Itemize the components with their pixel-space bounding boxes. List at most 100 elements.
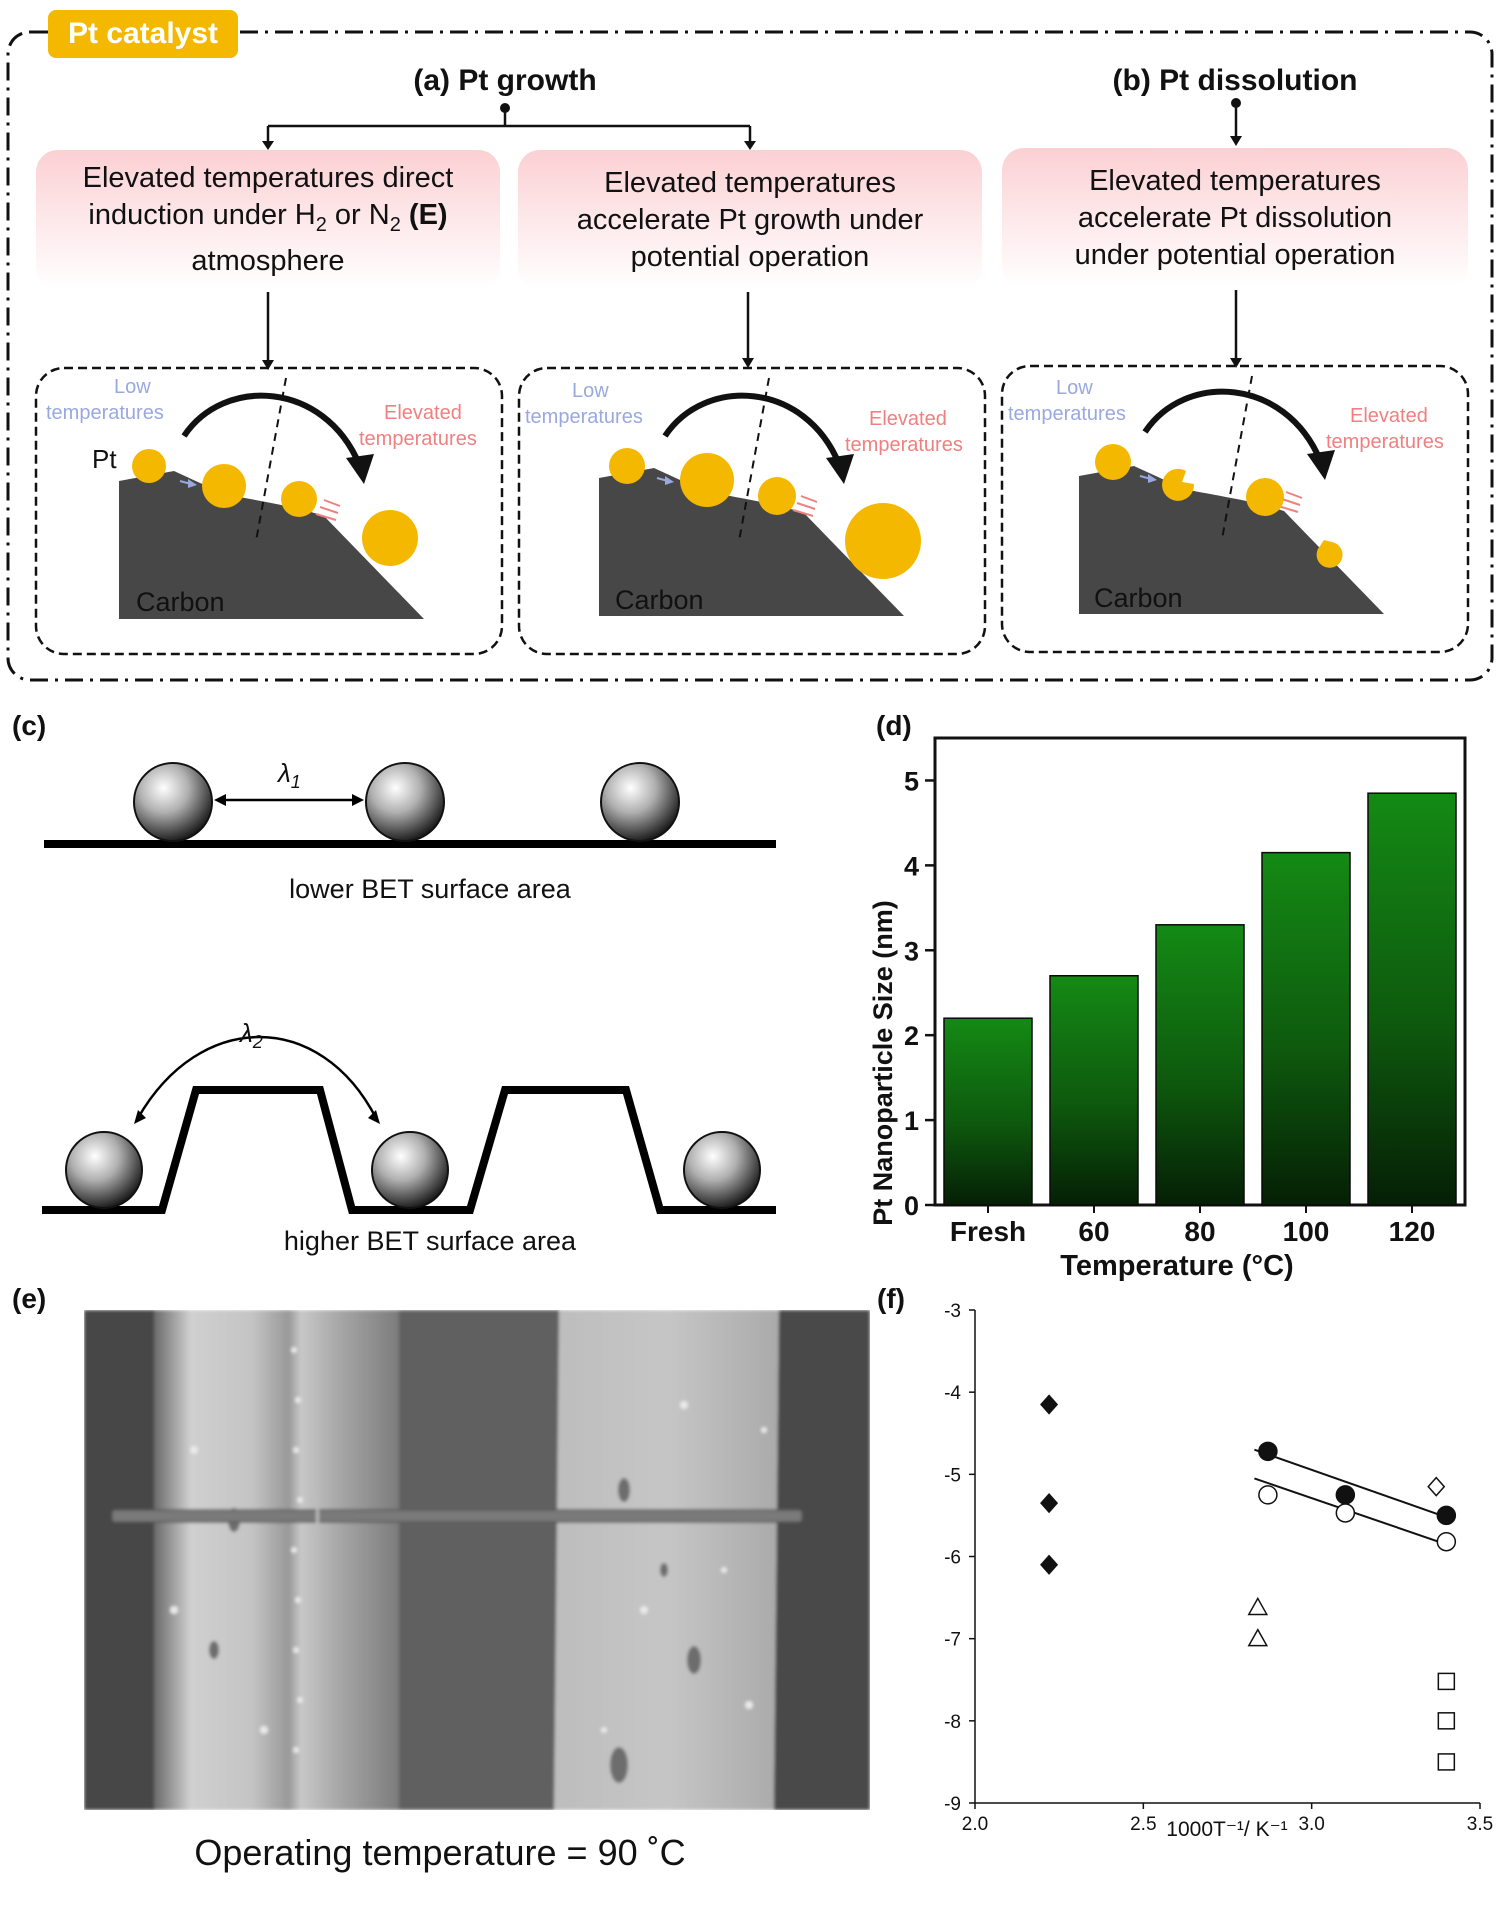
- carbon-support: [119, 471, 424, 619]
- x-tick-label: 80: [1184, 1216, 1215, 1247]
- y-tick-label: -9: [944, 1794, 961, 1815]
- pt-sphere: [133, 762, 213, 842]
- bar: [1367, 792, 1457, 1206]
- y-tick-label: -3: [944, 1301, 961, 1322]
- top-frame-lines: [6, 30, 1494, 682]
- y-tick-label: -5: [944, 1465, 961, 1486]
- y-tick-label: 2: [904, 1021, 919, 1051]
- bar: [1049, 974, 1139, 1206]
- y-tick-label: 1: [904, 1106, 919, 1136]
- y-axis-label: Pt Nanoparticle Size (nm): [868, 900, 898, 1226]
- pt-particle: [680, 453, 734, 507]
- panel-e-caption: Operating temperature = 90 ˚C: [194, 1832, 686, 1873]
- square-marker: [1437, 1753, 1456, 1771]
- panel-b-box-line-3: under potential operation: [1074, 238, 1396, 271]
- x-tick-label: 100: [1283, 1216, 1330, 1247]
- panel-a-box-1: Elevated temperatures direct induction u…: [36, 150, 500, 290]
- circle-marker: [1436, 1531, 1457, 1552]
- lambda-1-label: λ1: [276, 758, 301, 792]
- panel-b-box-line-2: accelerate Pt dissolution: [1077, 201, 1393, 234]
- pt-particle: [362, 510, 418, 566]
- high-label: Elevated: [869, 408, 947, 430]
- y-tick-label: -4: [944, 1383, 961, 1404]
- pt-particle: [281, 481, 317, 517]
- panel-a-box-2-line-1: Elevated temperatures: [604, 166, 896, 199]
- pt-particle-dissolving: [1316, 540, 1343, 568]
- schematic-dissolution: Low temperatures Elevated temperatures C…: [1000, 364, 1470, 654]
- y-tick-label: 5: [904, 766, 919, 796]
- panel-f-label: (f): [877, 1283, 905, 1314]
- diamond-marker: [1040, 1492, 1059, 1514]
- panel-a-box-1-line-1: Elevated temperatures direct: [82, 161, 454, 194]
- panel-e-label: (e): [12, 1283, 47, 1314]
- y-tick-label: 0: [904, 1191, 919, 1221]
- y-tick-label: -6: [944, 1548, 961, 1569]
- circle-marker: [1436, 1505, 1457, 1526]
- panel-e-micrograph: [84, 1310, 870, 1810]
- diamond-marker: [1040, 1554, 1059, 1575]
- circle-marker: [1258, 1485, 1278, 1505]
- pt-particle: [609, 448, 645, 484]
- pt-particle: [1246, 478, 1284, 516]
- pt-sphere: [365, 762, 445, 842]
- low-label: Low: [1056, 377, 1093, 399]
- pt-sphere: [65, 1131, 143, 1209]
- bar: [1155, 924, 1245, 1206]
- x-tick-label: 120: [1389, 1216, 1436, 1247]
- high-label: temperatures: [845, 434, 963, 456]
- x-axis-label: 1000T⁻¹/ K⁻¹: [1166, 1818, 1287, 1841]
- pt-particle: [758, 477, 796, 515]
- x-tick-label: Fresh: [950, 1216, 1026, 1247]
- panel-a-title: (a) Pt growth: [413, 64, 597, 97]
- pt-particle: [845, 503, 921, 579]
- panel-a-box-2-line-3: potential operation: [630, 240, 870, 273]
- panel-b-title: (b) Pt dissolution: [1112, 64, 1358, 97]
- carbon-support: [1079, 466, 1384, 614]
- pt-label: Pt: [92, 444, 117, 474]
- square-marker: [1437, 1672, 1456, 1691]
- y-tick-label: 3: [904, 936, 919, 966]
- diamond-marker: [1427, 1476, 1446, 1497]
- caption-lower-bet: lower BET surface area: [289, 874, 571, 904]
- panel-c-label: (c): [12, 710, 47, 741]
- pt-particle-dissolving: [1162, 468, 1195, 501]
- x-tick-label: 2.0: [962, 1814, 988, 1835]
- schematic-growth-direct: Low temperatures Elevated temperatures P…: [34, 366, 504, 656]
- circle-marker: [1258, 1441, 1278, 1462]
- y-tick-label: -8: [944, 1712, 961, 1733]
- pt-catalyst-badge: Pt catalyst: [48, 10, 238, 58]
- x-tick-label: 3.0: [1298, 1814, 1324, 1835]
- low-label: Low: [114, 376, 151, 398]
- lambda-2-label: λ2: [238, 1018, 263, 1052]
- panel-a-box-1-line-2: induction under H2 or N2 (E): [88, 198, 448, 236]
- panel-d-bar-chart: Pt Nanoparticle Size (nm) Temperature (°…: [868, 736, 1467, 1282]
- panel-f-scatter-chart: 1000T⁻¹/ K⁻¹ -3 -4 -5 -6 -7 -8 -92.0 2.5 3.0 3.5: [944, 1301, 1493, 1841]
- pt-particle: [132, 449, 166, 483]
- x-tick-label: 3.5: [1467, 1814, 1493, 1835]
- caption-higher-bet: higher BET surface area: [283, 1226, 577, 1256]
- high-label: temperatures: [1326, 431, 1444, 453]
- triangle-marker: [1247, 1628, 1269, 1647]
- circle-marker: [1335, 1503, 1356, 1523]
- high-label: temperatures: [359, 428, 477, 450]
- bar: [1261, 851, 1351, 1206]
- pt-sphere: [600, 762, 680, 842]
- x-axis-label: Temperature (°C): [1060, 1250, 1293, 1282]
- carbon-label: Carbon: [136, 587, 225, 617]
- circle-marker: [1335, 1485, 1356, 1505]
- fit-line: [1254, 1448, 1454, 1521]
- pt-sphere: [683, 1131, 761, 1209]
- x-tick-label: 2.5: [1130, 1814, 1156, 1835]
- panel-a-box-2: Elevated temperatures accelerate Pt grow…: [518, 150, 982, 290]
- low-label: temperatures: [525, 406, 643, 428]
- high-label: Elevated: [384, 402, 462, 424]
- x-tick-label: 60: [1078, 1216, 1109, 1247]
- bar: [943, 1017, 1033, 1206]
- high-label: Elevated: [1350, 405, 1428, 427]
- carbon-support: [599, 468, 904, 616]
- panel-a-box-1-line-3: atmosphere: [191, 245, 345, 278]
- carbon-label: Carbon: [1094, 583, 1183, 613]
- carbon-label: Carbon: [615, 585, 704, 615]
- low-label: Low: [572, 380, 609, 402]
- diamond-marker: [1040, 1394, 1059, 1415]
